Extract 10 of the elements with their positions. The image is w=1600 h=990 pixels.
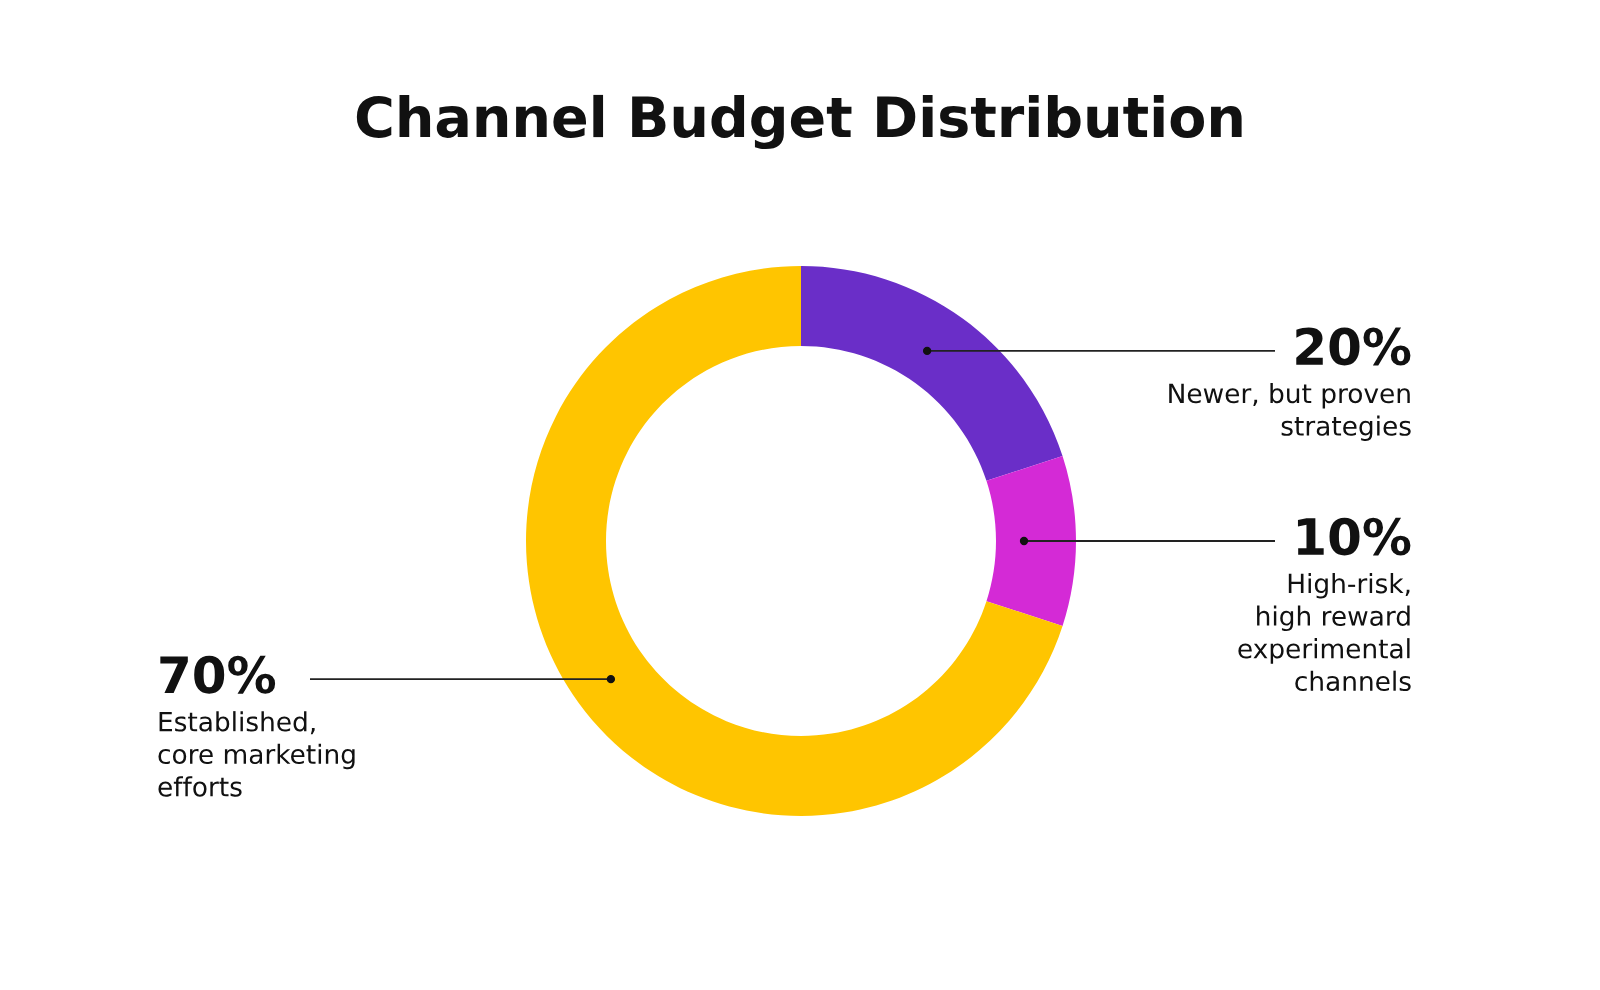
slice-label: Newer, but proven strategies [1169,382,1411,441]
donut-slice [526,266,1063,816]
data-label: 70% [160,655,276,694]
data-label: 20% [1296,327,1411,366]
donut-slice [801,266,1063,481]
slice-label: High-risk, high reward experimental channels [1238,573,1411,692]
donut-slice [986,456,1076,626]
slice-label: Established, core marketing efforts [158,711,355,797]
chart-title: Channel Budget Distribution [356,94,1242,150]
data-label: 10% [1297,517,1411,556]
